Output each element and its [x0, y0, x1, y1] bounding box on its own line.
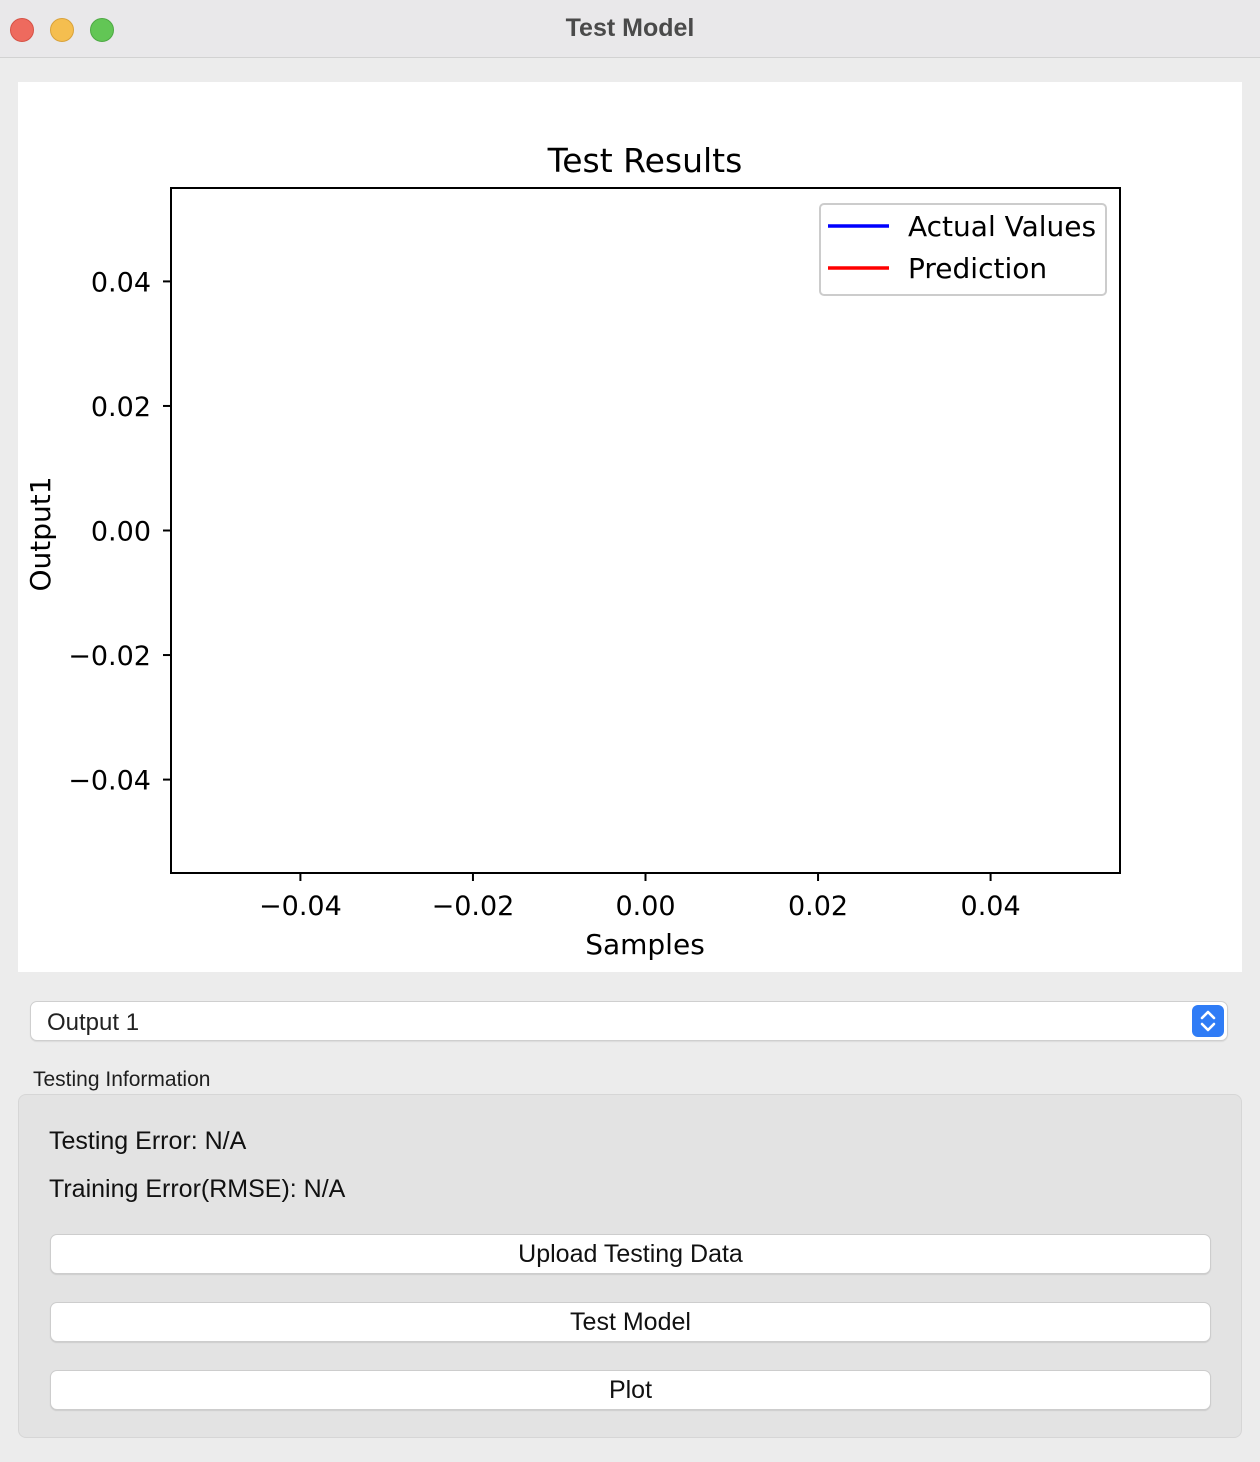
x-tick-label: 0.04: [961, 891, 1021, 922]
maximize-window-button[interactable]: [90, 18, 114, 42]
y-tick-label: −0.02: [68, 641, 151, 672]
y-axis-label: Output1: [24, 476, 57, 591]
plot-button[interactable]: Plot: [50, 1370, 1211, 1410]
testing-information-group: Testing Error: N/A Training Error(RMSE):…: [18, 1094, 1242, 1438]
testing-error-label: Testing Error: N/A: [49, 1127, 247, 1155]
test-model-button[interactable]: Test Model: [50, 1302, 1211, 1342]
y-tick-label: 0.04: [91, 267, 151, 298]
x-tick-label: −0.02: [432, 891, 515, 922]
upload-testing-data-button[interactable]: Upload Testing Data: [50, 1234, 1211, 1274]
test-results-chart: Test Results −0.04 −0.02 0.00 0.02 0.04 0.04 0…: [24, 141, 1121, 961]
testing-information-label: Testing Information: [33, 1068, 211, 1091]
close-window-button[interactable]: [10, 18, 34, 42]
output-select[interactable]: Output 1: [30, 1001, 1228, 1041]
legend-frame: [819, 203, 1107, 296]
x-axis-label: Samples: [585, 928, 705, 961]
training-error-label: Training Error(RMSE): N/A: [49, 1175, 346, 1203]
x-tick-label: 0.00: [615, 891, 675, 922]
y-tick-label: 0.00: [91, 517, 151, 548]
x-tick-label: 0.02: [788, 891, 848, 922]
y-tick-label: 0.02: [91, 392, 151, 423]
axes-layer: −0.04 −0.02 0.00 0.02 0.04 0.04 0.02 0.00 −0.02 −…: [68, 187, 1121, 922]
chevron-up-down-icon[interactable]: [1192, 1005, 1224, 1037]
x-tick-label: −0.04: [259, 891, 342, 922]
y-tick-label: −0.04: [68, 766, 151, 797]
chart-title: Test Results: [547, 141, 743, 180]
minimize-window-button[interactable]: [50, 18, 74, 42]
legend-label-prediction: Prediction: [908, 252, 1047, 285]
window-title: Test Model: [565, 14, 695, 42]
title-bar: Test Model: [0, 0, 1260, 58]
output-select-value: Output 1: [47, 1009, 140, 1036]
chart-legend: Actual Values Prediction: [819, 203, 1107, 296]
test-results-figure: Test Results −0.04 −0.02 0.00 0.02 0.04 0.04 0…: [18, 82, 1242, 972]
legend-label-actual-values: Actual Values: [908, 210, 1096, 243]
